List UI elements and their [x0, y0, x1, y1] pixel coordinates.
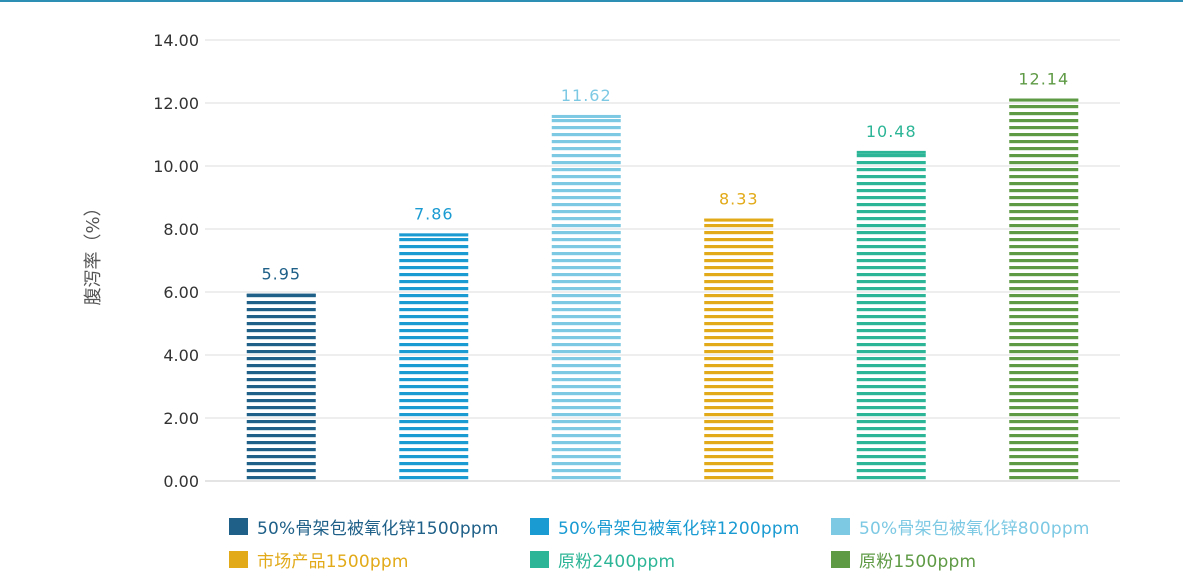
y-tick-label: 8.00 — [163, 220, 199, 239]
y-tick-label: 4.00 — [163, 346, 199, 365]
bar-4 — [704, 218, 774, 482]
y-tick-label: 2.00 — [163, 409, 199, 428]
legend-label: 50%骨架包被氧化锌800ppm — [859, 519, 1090, 539]
legend-item: 50%骨架包被氧化锌1200ppm — [530, 510, 831, 543]
legend-label: 原粉2400ppm — [558, 552, 676, 572]
legend-swatch — [831, 551, 850, 568]
y-tick-label: 12.00 — [153, 94, 199, 113]
legend-label: 市场产品1500ppm — [257, 552, 409, 572]
bar-5 — [856, 150, 926, 481]
legend-item: 50%骨架包被氧化锌800ppm — [831, 510, 1129, 543]
bar-top-edge — [246, 293, 316, 297]
legend-label: 原粉1500ppm — [859, 552, 977, 572]
data-label: 12.14 — [1018, 70, 1069, 89]
legend-label: 50%骨架包被氧化锌1200ppm — [558, 519, 800, 539]
legend-item: 市场产品1500ppm — [229, 543, 530, 576]
bar-top-edge — [399, 233, 469, 237]
data-label: 11.62 — [561, 86, 612, 105]
legend-item: 原粉2400ppm — [530, 543, 831, 576]
bar-2 — [399, 233, 469, 481]
y-tick-label: 0.00 — [163, 472, 199, 491]
legend-item: 原粉1500ppm — [831, 543, 1129, 576]
y-tick-label: 10.00 — [153, 157, 199, 176]
data-label: 8.33 — [719, 190, 759, 209]
bar-top-edge — [856, 150, 926, 154]
legend-swatch — [530, 551, 549, 568]
bar-6 — [1009, 98, 1079, 481]
bar-top-edge — [1009, 98, 1079, 102]
legend-swatch — [229, 551, 248, 568]
y-tick-label: 6.00 — [163, 283, 199, 302]
legend-swatch — [530, 518, 549, 535]
y-tick-label: 14.00 — [153, 31, 199, 50]
bar-top-edge — [704, 218, 774, 222]
data-label: 5.95 — [261, 265, 301, 284]
bar-3 — [551, 114, 621, 481]
legend-swatch — [229, 518, 248, 535]
legend-item: 50%骨架包被氧化锌1500ppm — [229, 510, 530, 543]
bar-top-edge — [551, 114, 621, 118]
bar-1 — [246, 293, 316, 481]
y-axis-title: 腹泻率（%） — [83, 198, 104, 305]
legend-swatch — [831, 518, 850, 535]
chart-legend: 50%骨架包被氧化锌1500ppm 50%骨架包被氧化锌1200ppm 50%骨架包… — [229, 510, 1129, 574]
data-label: 10.48 — [866, 122, 917, 141]
top-border-line — [0, 0, 1183, 2]
legend-label: 50%骨架包被氧化锌1500ppm — [257, 519, 499, 539]
data-label: 7.86 — [414, 204, 454, 223]
